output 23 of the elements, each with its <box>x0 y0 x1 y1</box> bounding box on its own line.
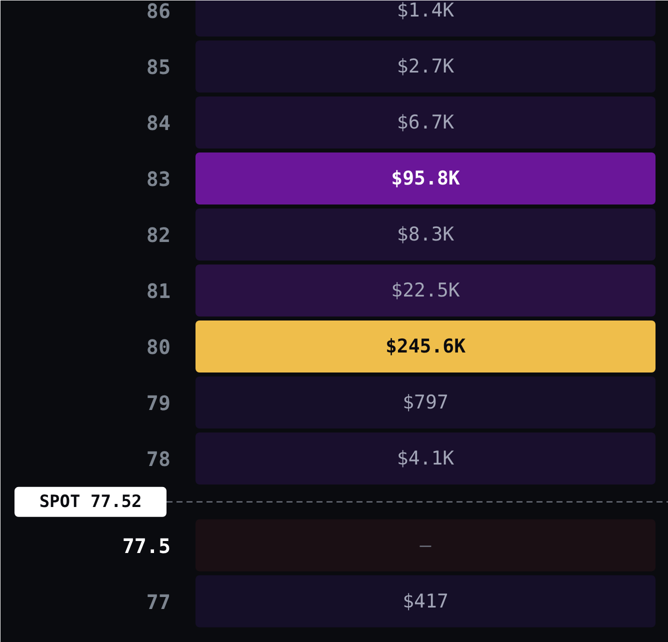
data-label: $22.5K <box>391 280 460 302</box>
y-tick-label: 79 <box>146 391 171 415</box>
y-tick-label: 84 <box>146 111 171 135</box>
text: — <box>420 534 432 556</box>
data-label: $8.3K <box>396 224 455 246</box>
data-label: $6.7K <box>396 112 455 134</box>
data-label: $2.7K <box>396 56 455 78</box>
data-label: $245.6K <box>385 336 466 358</box>
y-tick-label: 80 <box>146 335 171 359</box>
y-tick-label: 77.5 <box>122 534 171 558</box>
y-tick-label: 78 <box>146 447 171 471</box>
text: SPOT 77.52 <box>39 492 142 512</box>
y-tick-label: 86 <box>146 0 171 23</box>
data-label: $797 <box>402 392 448 414</box>
y-tick-label: 82 <box>146 223 171 247</box>
y-tick-label: 81 <box>146 279 171 303</box>
y-tick-label: 77 <box>146 590 171 614</box>
y-tick-label: 83 <box>146 167 171 191</box>
data-label: $1.4K <box>396 0 455 22</box>
y-tick-label: 85 <box>146 55 171 79</box>
data-label: $4.1K <box>396 448 455 470</box>
data-label: $95.8K <box>391 168 460 190</box>
data-label: $417 <box>402 590 448 612</box>
